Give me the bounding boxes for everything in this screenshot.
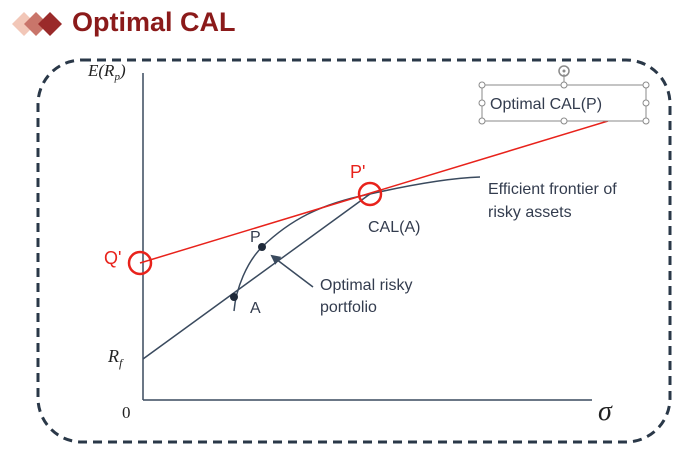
x-axis-label: σ xyxy=(598,396,613,427)
point-a xyxy=(230,293,238,301)
rf-label: Rf xyxy=(107,346,124,370)
frontier-label-line2: risky assets xyxy=(488,204,572,221)
selection-handles[interactable] xyxy=(478,81,650,125)
frontier-label-line1: Efficient frontier of xyxy=(488,181,617,198)
y-axis-label: E(Rp) xyxy=(87,61,126,83)
q-prime-marker xyxy=(127,250,153,276)
q-prime-label: Q' xyxy=(104,248,121,268)
cal-a-label: CAL(A) xyxy=(368,219,420,236)
cal-a-line xyxy=(142,193,371,360)
a-label: A xyxy=(250,300,261,317)
p-label: P xyxy=(250,229,261,246)
p-prime-marker xyxy=(357,181,383,207)
p-prime-label: P' xyxy=(350,162,365,182)
optimal-risky-label-line2: portfolio xyxy=(320,299,377,316)
point-p xyxy=(258,243,266,251)
cal-p-line xyxy=(139,120,609,264)
optimal-risky-arrow xyxy=(270,254,314,288)
cal-p-textbox[interactable]: Optimal CAL(P) xyxy=(478,65,650,125)
cal-p-label: Optimal CAL(P) xyxy=(490,96,602,113)
diagram-frame xyxy=(36,58,672,444)
rotate-handle-icon[interactable] xyxy=(558,65,570,82)
page-title: Optimal CAL xyxy=(72,7,236,37)
diamond-bullet-icon xyxy=(12,12,62,36)
title-bar: Optimal CAL xyxy=(0,0,690,48)
origin-label: 0 xyxy=(122,403,131,422)
optimal-risky-label-line1: Optimal risky xyxy=(320,277,412,294)
